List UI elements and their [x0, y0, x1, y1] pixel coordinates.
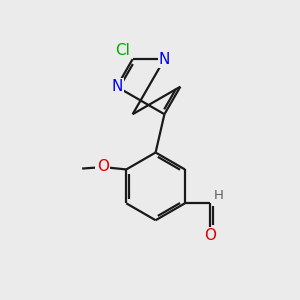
Text: Cl: Cl — [115, 44, 130, 59]
Text: H: H — [214, 189, 224, 202]
Text: O: O — [204, 228, 216, 243]
Text: N: N — [159, 52, 170, 67]
Text: N: N — [111, 79, 122, 94]
Text: O: O — [97, 159, 109, 174]
